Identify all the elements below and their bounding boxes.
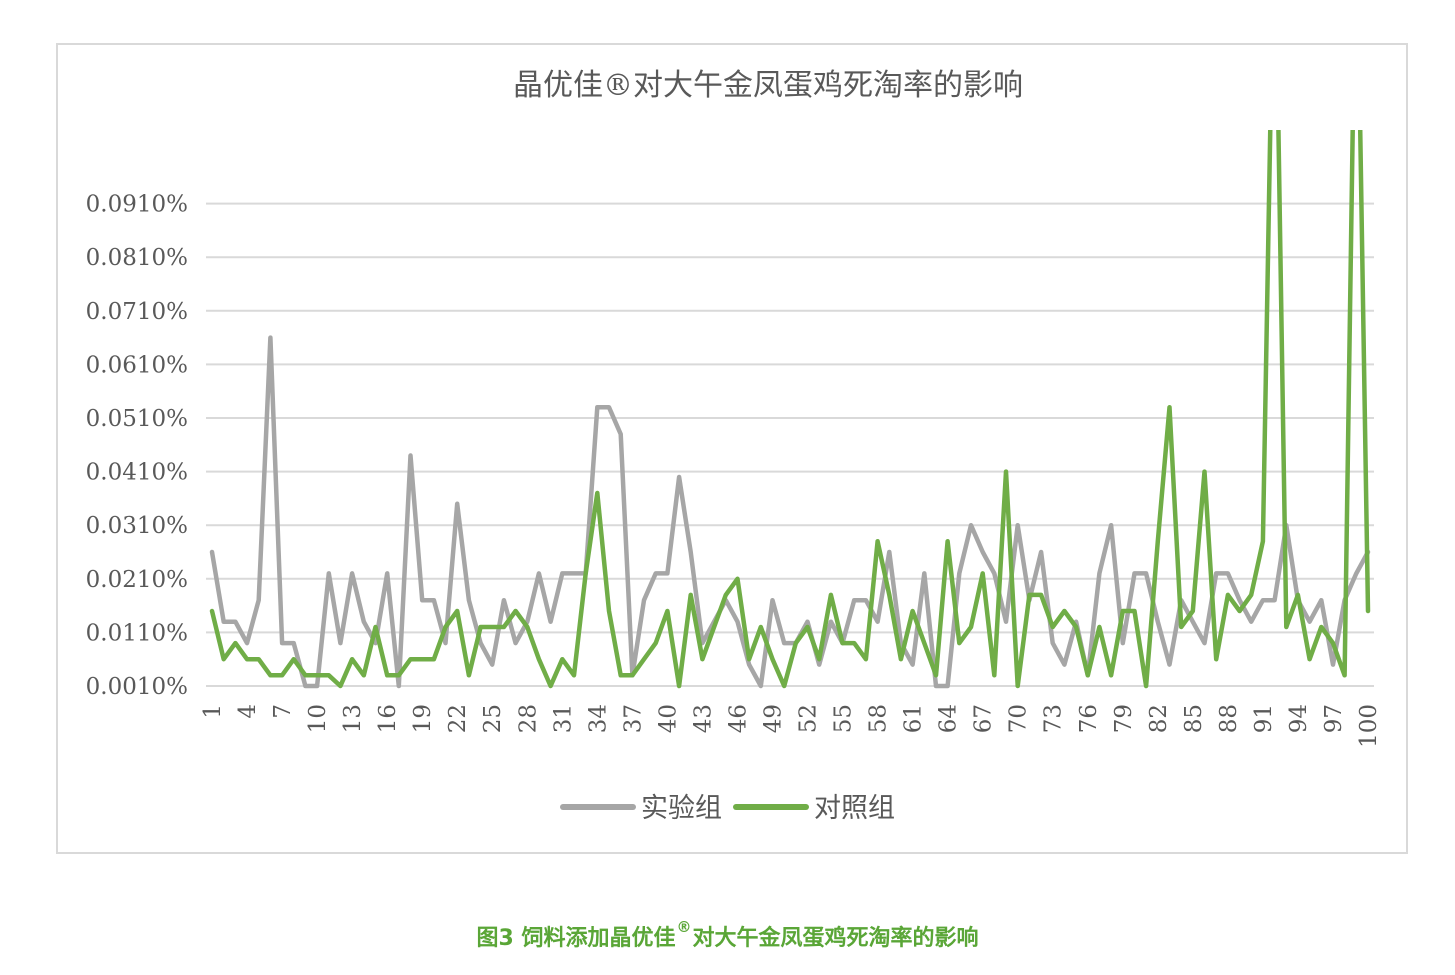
x-tick-label: 19	[410, 704, 436, 733]
x-tick-label: 37	[620, 704, 646, 733]
x-tick-label: 97	[1321, 704, 1347, 733]
x-tick-label: 79	[1111, 704, 1137, 733]
x-tick-label: 43	[690, 704, 716, 733]
x-tick-label: 55	[831, 704, 857, 733]
figure-caption: 图3 饲料添加晶优佳®对大午金凤蛋鸡死淘率的影响	[0, 918, 1455, 952]
x-axis-tick-labels: 1 4 7 10 13 16 19 22 25 28 31 34 37 40 43 46 49 52 55 58 61 6…	[200, 704, 1382, 748]
series-line-2	[209, 130, 1371, 689]
x-tick-label: 46	[725, 704, 751, 733]
x-tick-label: 49	[760, 704, 786, 733]
x-tick-label: 52	[796, 704, 822, 733]
x-tick-label: 13	[340, 704, 366, 733]
x-tick-label: 4	[235, 704, 261, 719]
caption-suffix: 对大午金凤蛋鸡死淘率的影响	[692, 926, 979, 951]
caption-registered-mark: ®	[676, 918, 692, 936]
y-tick-label: 0.0910%	[86, 192, 188, 218]
series-lines	[209, 130, 1371, 689]
x-tick-label: 34	[585, 704, 611, 733]
x-tick-label: 31	[550, 704, 576, 733]
chart-frame: 晶优佳®对大午金凤蛋鸡死淘率的影响 0.0010% 0.0110% 0.0210% 0…	[56, 43, 1408, 854]
chart-title: 晶优佳®对大午金凤蛋鸡死淘率的影响	[513, 68, 1023, 103]
series-line-1	[209, 335, 1371, 689]
x-tick-label: 82	[1146, 704, 1172, 733]
y-tick-label: 0.0210%	[86, 567, 188, 593]
y-tick-label: 0.0310%	[86, 513, 188, 539]
x-tick-label: 88	[1216, 704, 1242, 733]
y-tick-label: 0.0410%	[86, 460, 188, 486]
legend-label: 对照组	[814, 793, 895, 824]
x-tick-label: 16	[375, 704, 401, 733]
x-tick-label: 40	[655, 704, 681, 733]
legend: 实验组 对照组	[560, 793, 895, 824]
x-tick-label: 22	[445, 704, 471, 733]
y-axis-tick-labels: 0.0010% 0.0110% 0.0210% 0.0310% 0.0410% 0.051…	[86, 192, 188, 700]
x-tick-label: 85	[1181, 704, 1207, 733]
x-tick-label: 61	[901, 704, 927, 733]
x-tick-label: 94	[1286, 704, 1312, 733]
chart-svg: 晶优佳®对大午金凤蛋鸡死淘率的影响 0.0010%0.0110%0.0210%0…	[86, 68, 1382, 824]
y-tick-label: 0.0710%	[86, 299, 188, 325]
x-tick-label: 7	[270, 704, 296, 719]
x-tick-label: 67	[971, 704, 997, 733]
y-tick-label: 0.0810%	[86, 245, 188, 271]
x-tick-label: 70	[1006, 704, 1032, 733]
legend-label: 实验组	[641, 793, 722, 824]
y-tick-label: 0.0510%	[86, 406, 188, 432]
y-tick-label: 0.0610%	[86, 352, 188, 378]
x-tick-label: 28	[515, 704, 541, 733]
x-tick-label: 76	[1076, 704, 1102, 733]
x-tick-label: 25	[480, 704, 506, 733]
x-tick-label: 100	[1356, 704, 1382, 748]
x-tick-label: 1	[200, 704, 226, 719]
y-tick-label: 0.0010%	[86, 674, 188, 700]
caption-prefix: 图3 饲料添加晶优佳	[476, 926, 676, 951]
x-tick-label: 73	[1041, 704, 1067, 733]
x-tick-label: 10	[305, 704, 331, 733]
x-tick-label: 58	[866, 704, 892, 733]
x-tick-label: 64	[936, 704, 962, 733]
x-tick-label: 91	[1251, 704, 1277, 733]
y-tick-label: 0.0110%	[86, 620, 188, 646]
